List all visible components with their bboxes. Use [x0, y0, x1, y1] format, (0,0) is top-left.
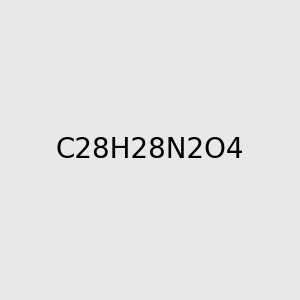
Text: C28H28N2O4: C28H28N2O4: [56, 136, 244, 164]
